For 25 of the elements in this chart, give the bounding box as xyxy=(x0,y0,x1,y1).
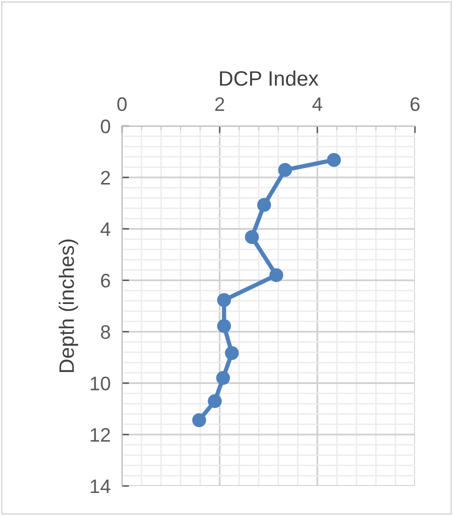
point xyxy=(192,413,206,428)
y-tick-label: 6 xyxy=(101,274,110,288)
point xyxy=(278,163,292,177)
point xyxy=(257,198,272,212)
y-tick-label: 4 xyxy=(100,222,110,236)
y-tick-label: 12 xyxy=(90,428,110,442)
y-tick-label: 2 xyxy=(101,170,110,184)
x-axis-title: DCP Index xyxy=(220,70,318,86)
y-tick-label: 0 xyxy=(100,119,110,134)
point xyxy=(216,371,230,385)
x-tick-label: 4 xyxy=(312,97,322,111)
point xyxy=(224,346,239,360)
point xyxy=(217,319,232,333)
point xyxy=(326,153,341,167)
y-tick-label: 8 xyxy=(100,325,110,339)
point xyxy=(244,230,259,244)
point xyxy=(217,293,232,308)
point xyxy=(208,394,222,408)
y-tick-label: 14 xyxy=(90,480,110,494)
y-tick-label: 10 xyxy=(90,376,110,390)
x-tick-label: 2 xyxy=(215,97,224,111)
x-tick-label: 0 xyxy=(117,97,127,112)
x-tick-label: 6 xyxy=(410,97,420,112)
point xyxy=(269,268,284,282)
y-axis-title: Depth (inches) xyxy=(58,240,78,372)
